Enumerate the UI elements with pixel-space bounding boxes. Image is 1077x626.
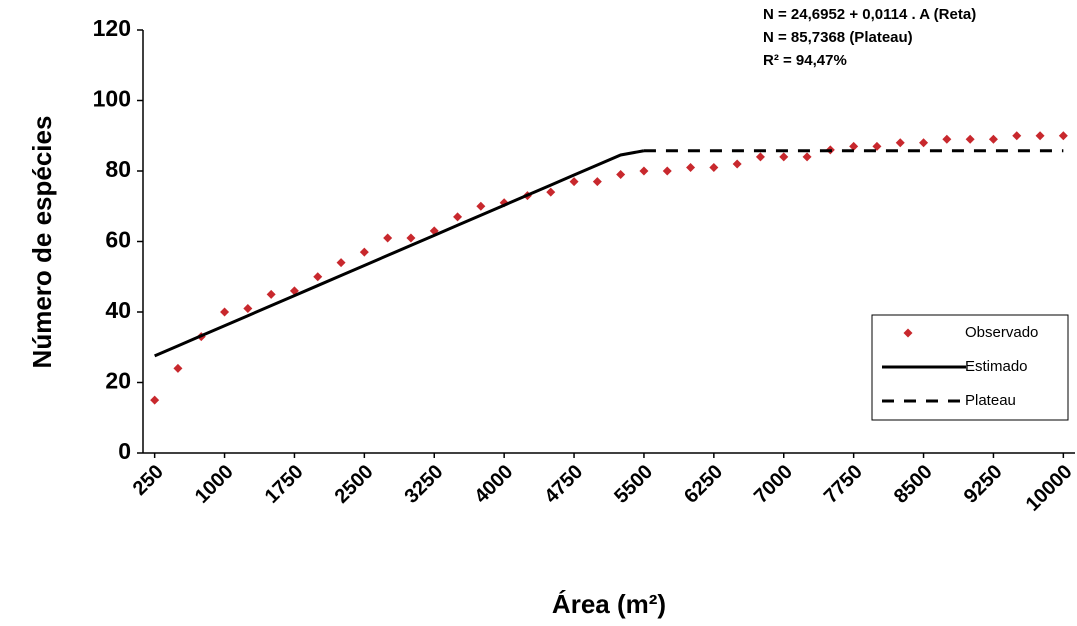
data-point	[383, 233, 393, 243]
x-tick-label: 10000	[1022, 461, 1077, 516]
annotation: N = 24,6952 + 0,0114 . A (Reta)	[763, 6, 976, 23]
data-point	[709, 162, 719, 172]
data-point	[988, 134, 998, 144]
legend-label: Observado	[965, 324, 1038, 341]
x-tick-label: 4750	[540, 461, 587, 508]
data-point	[872, 141, 882, 151]
y-axis-title: Número de espécies	[27, 116, 57, 369]
x-tick-label: 9250	[960, 461, 1007, 508]
y-tick-label: 20	[105, 368, 131, 394]
legend-label: Estimado	[965, 358, 1028, 375]
data-point	[965, 134, 975, 144]
x-tick-label: 5500	[610, 461, 657, 508]
y-tick-label: 80	[105, 156, 131, 182]
data-point	[639, 166, 649, 176]
x-tick-label: 8500	[890, 461, 937, 508]
data-point	[592, 177, 602, 187]
data-point	[802, 152, 812, 162]
x-tick-label: 250	[129, 461, 168, 500]
y-tick-label: 0	[118, 438, 131, 464]
y-tick-label: 100	[93, 86, 131, 112]
y-tick-label: 120	[93, 15, 131, 41]
legend-marker	[903, 328, 913, 338]
data-point	[173, 363, 183, 373]
data-point	[1012, 131, 1022, 141]
data-point	[849, 141, 859, 151]
annotation: N = 85,7368 (Plateau)	[763, 29, 913, 46]
y-tick-label: 40	[105, 297, 131, 323]
x-tick-label: 4000	[470, 461, 517, 508]
data-point	[569, 177, 579, 187]
x-axis-title: Área (m²)	[552, 589, 666, 619]
data-point	[336, 258, 346, 268]
data-point	[150, 395, 160, 405]
data-point	[476, 201, 486, 211]
data-line	[154, 149, 645, 358]
data-point	[313, 272, 323, 282]
data-point	[359, 247, 369, 257]
data-point	[942, 134, 952, 144]
annotation: R² = 94,47%	[763, 52, 847, 69]
data-point	[919, 138, 929, 148]
data-point	[243, 303, 253, 313]
x-tick-label: 7750	[820, 461, 867, 508]
x-tick-label: 3250	[400, 461, 447, 508]
x-tick-label: 2500	[331, 461, 378, 508]
y-tick-label: 60	[105, 227, 131, 253]
data-point	[1058, 131, 1068, 141]
x-tick-label: 7000	[750, 461, 797, 508]
x-tick-label: 6250	[680, 461, 727, 508]
data-point	[453, 212, 463, 222]
data-point	[686, 162, 696, 172]
x-tick-label: 1750	[261, 461, 308, 508]
x-tick-label: 1000	[191, 461, 238, 508]
data-point	[406, 233, 416, 243]
data-point	[1035, 131, 1045, 141]
legend-label: Plateau	[965, 392, 1016, 409]
data-point	[266, 289, 276, 299]
data-point	[662, 166, 672, 176]
data-point	[755, 152, 765, 162]
data-point	[616, 170, 626, 180]
data-point	[732, 159, 742, 169]
data-point	[895, 138, 905, 148]
data-point	[546, 187, 556, 197]
data-point	[779, 152, 789, 162]
data-point	[220, 307, 230, 317]
